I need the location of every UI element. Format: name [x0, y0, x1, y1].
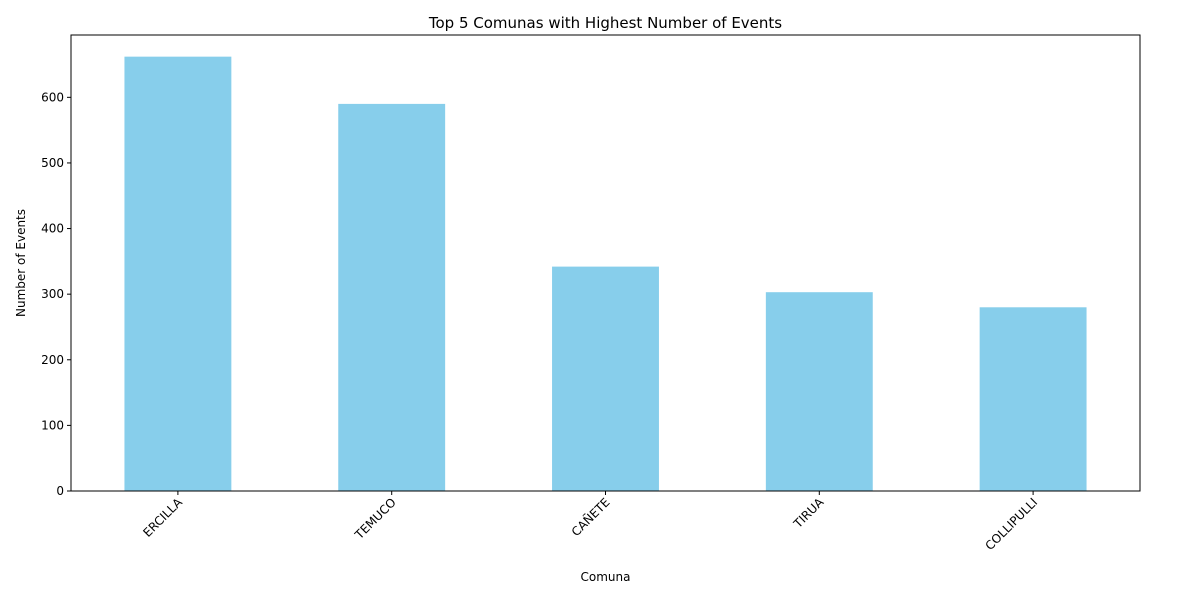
y-tick-label: 0 — [56, 484, 64, 498]
y-tick-label: 100 — [41, 418, 64, 432]
y-tick-label: 200 — [41, 353, 64, 367]
bar-0 — [124, 56, 232, 492]
chart-title: Top 5 Comunas with Highest Number of Eve… — [428, 14, 782, 32]
y-tick-label: 400 — [41, 222, 64, 236]
x-axis-label: Comuna — [581, 570, 631, 584]
bar-1 — [338, 103, 446, 491]
bar-3 — [765, 292, 873, 491]
y-tick-label: 300 — [41, 287, 64, 301]
y-tick-label: 600 — [41, 90, 64, 104]
plot-frame — [70, 34, 1141, 492]
bars-group — [124, 56, 1087, 492]
y-tick-label: 500 — [41, 156, 64, 170]
y-axis: 0 100 200 300 400 500 600 — [41, 90, 71, 498]
bar-2 — [552, 266, 659, 491]
y-axis-label: Number of Events — [14, 209, 28, 317]
bar-4 — [979, 307, 1087, 491]
